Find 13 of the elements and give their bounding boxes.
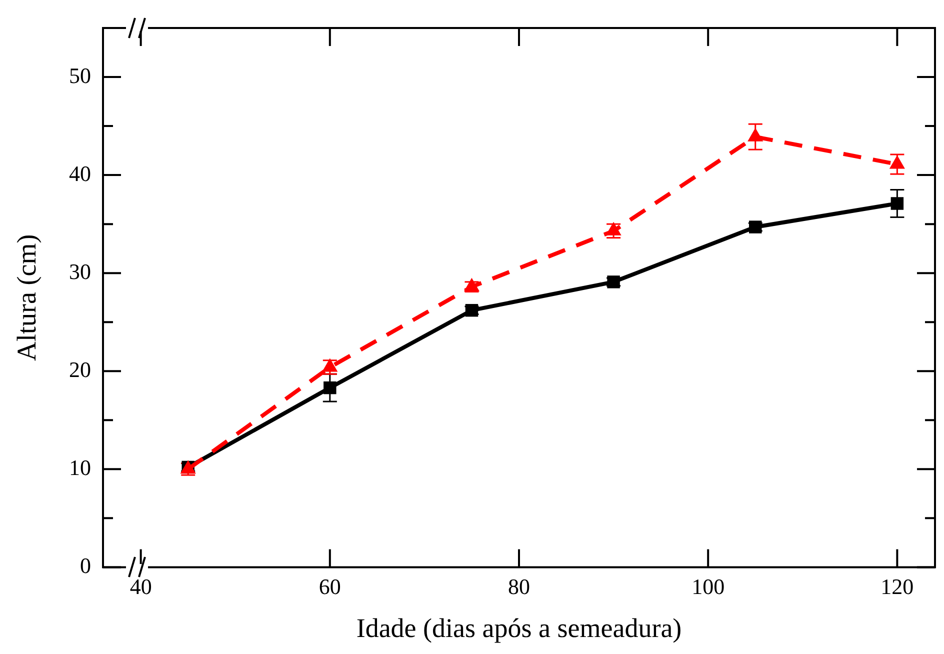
x-tick-label: 120 (880, 574, 914, 600)
y-tick-label: 30 (69, 258, 91, 284)
y-tick-label: 50 (69, 62, 91, 88)
y-axis-title: Altura (cm) (11, 234, 42, 361)
x-tick-label: 80 (508, 574, 530, 600)
x-tick-label: 100 (692, 574, 725, 600)
y-tick-label: 40 (69, 160, 91, 186)
y-tick-label: 20 (69, 356, 91, 382)
y-tick-label: 10 (69, 454, 91, 480)
x-tick-label: 60 (318, 574, 341, 600)
x-tick-label: 40 (130, 574, 152, 600)
y-tick-label: 0 (80, 552, 91, 578)
x-axis-title: Idade (dias após a semeadura) (356, 612, 682, 643)
